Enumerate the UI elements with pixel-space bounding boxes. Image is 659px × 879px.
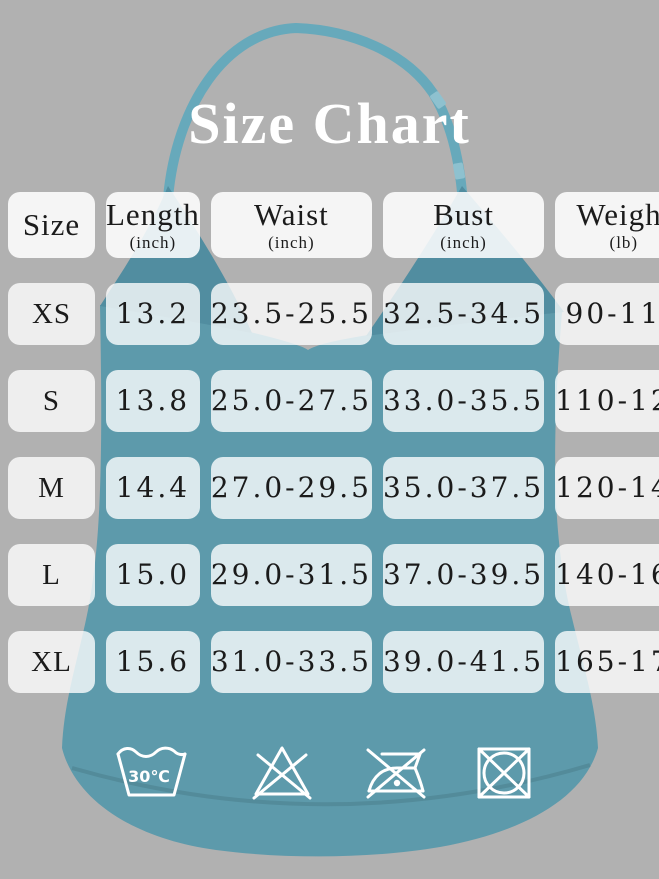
- size-table: Size Length (inch) Waist (inch) Bust (in…: [8, 192, 659, 693]
- l-waist: 29.0-31.5: [210, 544, 372, 606]
- l-length: 15.0: [106, 544, 200, 606]
- xl-bust: 39.0-41.5: [382, 631, 545, 693]
- xs-waist: 23.5-25.5: [210, 283, 372, 345]
- m-length: 14.4: [106, 457, 200, 519]
- iron-dot: [393, 779, 401, 787]
- col-header-unit: (lb): [609, 233, 639, 253]
- machine-wash-30c-icon: 30℃: [115, 744, 188, 799]
- xs-weight: 90-110: [555, 283, 659, 345]
- cross-out-line: [256, 753, 312, 800]
- strap-adjuster-buckle: [430, 91, 446, 109]
- wash-temperature-label: 30℃: [128, 767, 170, 786]
- iron-body: [367, 752, 422, 793]
- col-header-label: Waist: [253, 196, 329, 232]
- l-weight: 140-160: [555, 544, 659, 606]
- col-header-waist: Waist (inch): [210, 192, 372, 258]
- m-bust: 35.0-37.5: [382, 457, 545, 519]
- size-label-xs: XS: [8, 283, 95, 345]
- size-label-l: L: [8, 544, 95, 606]
- xs-length: 13.2: [106, 283, 200, 345]
- col-header-label: Weight: [576, 196, 659, 232]
- hem-crease: [71, 763, 591, 807]
- col-header-length: Length (inch): [106, 192, 200, 258]
- col-header-unit: (inch): [440, 233, 487, 253]
- halter-strap: [163, 22, 467, 203]
- size-label-m: M: [8, 457, 95, 519]
- col-header-label: Size: [22, 206, 81, 242]
- tumble-square: [477, 747, 531, 799]
- col-header-size: Size: [8, 192, 95, 258]
- col-header-weight: Weight (lb): [555, 192, 659, 258]
- m-weight: 120-140: [555, 457, 659, 519]
- wash-water-line: [116, 746, 187, 758]
- xs-bust: 32.5-34.5: [382, 283, 545, 345]
- bleach-triangle: [254, 746, 310, 796]
- do-not-bleach-icon: [250, 742, 314, 800]
- size-label-s: S: [8, 370, 95, 432]
- tumble-drum-circle: [482, 751, 526, 795]
- xl-weight: 165-175: [555, 631, 659, 693]
- xl-waist: 31.0-33.5: [210, 631, 372, 693]
- cross-out-line: [477, 747, 531, 799]
- page-title: Size Chart: [188, 91, 471, 156]
- col-header-bust: Bust (inch): [382, 192, 545, 258]
- s-length: 13.8: [106, 370, 200, 432]
- s-waist: 25.0-27.5: [210, 370, 372, 432]
- col-header-unit: (inch): [268, 233, 315, 253]
- do-not-tumble-dry-icon: [475, 745, 533, 801]
- wash-tub-outline: [116, 752, 187, 797]
- col-header-label: Length: [106, 196, 200, 232]
- col-header-unit: (inch): [129, 233, 177, 253]
- iron-heel: [413, 766, 425, 793]
- s-weight: 110-120: [555, 370, 659, 432]
- strap-adjuster-buckle: [453, 162, 465, 180]
- l-bust: 37.0-39.5: [382, 544, 545, 606]
- size-label-xl: XL: [8, 631, 95, 693]
- cross-out-line: [252, 753, 308, 800]
- m-waist: 27.0-29.5: [210, 457, 372, 519]
- do-not-iron-icon: [364, 742, 428, 802]
- s-bust: 33.0-35.5: [382, 370, 545, 432]
- col-header-label: Bust: [433, 196, 494, 232]
- xl-length: 15.6: [106, 631, 200, 693]
- cross-out-line: [366, 748, 426, 799]
